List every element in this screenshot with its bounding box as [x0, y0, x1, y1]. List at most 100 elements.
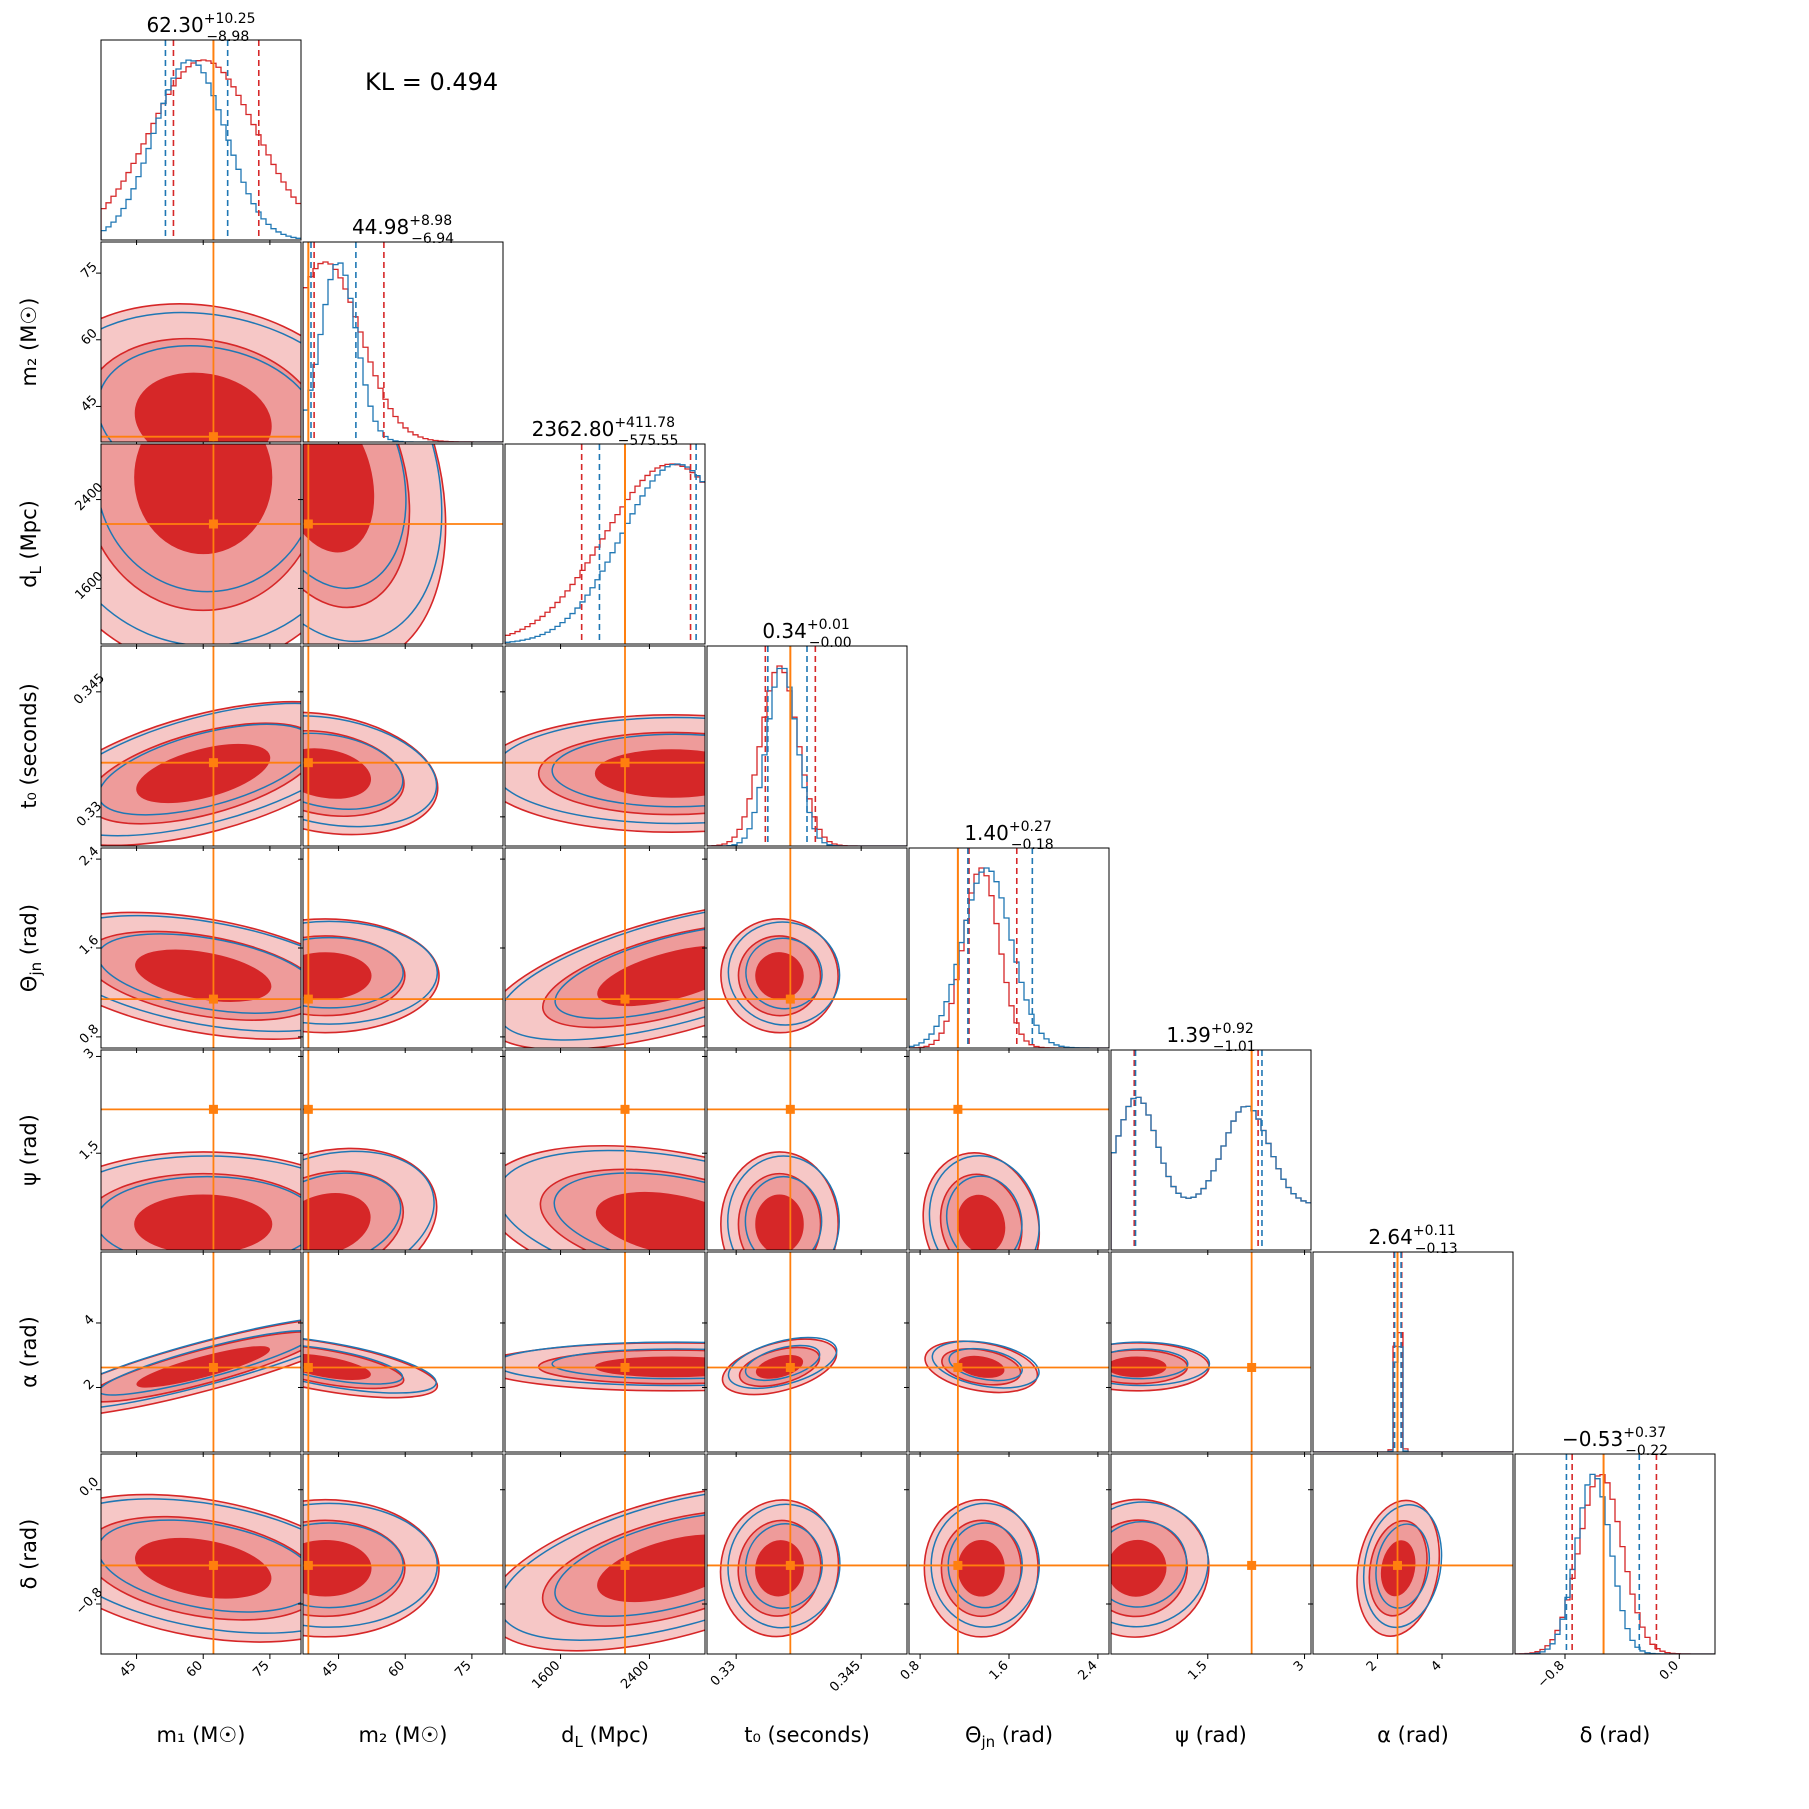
truth-marker: [1393, 1560, 1403, 1570]
contour-panel-theta-alpha: [904, 1251, 1110, 1457]
truth-marker: [953, 1362, 963, 1372]
hist-panel-dL: 2362.80+411.78 −575.55: [504, 415, 706, 649]
contour-blue: [101, 723, 301, 816]
contour-panel-t0-theta: [702, 847, 908, 1053]
y-tick-label: 75: [78, 259, 100, 281]
contour-blue: [303, 732, 404, 810]
contour-inner: [595, 1192, 705, 1250]
hist-panel-m1: 62.30+10.25 −8.98: [100, 11, 302, 245]
contour-inner: [957, 1194, 1006, 1250]
contour-blue: [101, 505, 301, 593]
panel-frame: [100, 1049, 302, 1251]
panel-frame: [100, 39, 302, 241]
x-tick-label: 1.6: [987, 1658, 1012, 1683]
truth-marker: [785, 1362, 795, 1372]
contour-panel-m1-theta: 0.8 1.6 2.4: [77, 844, 302, 1053]
truth-marker: [303, 519, 313, 529]
contour-panel-m2-psi: [298, 1049, 504, 1255]
truth-marker: [303, 1560, 313, 1570]
contour-blue: [551, 1348, 705, 1380]
truth-marker: [303, 1362, 313, 1372]
truth-marker: [620, 758, 630, 768]
truth-marker: [785, 1104, 795, 1114]
panel-frame: [706, 645, 908, 847]
y-tick-label: 0.345: [71, 671, 108, 708]
contour-panel-m2-dL: [298, 443, 504, 649]
truth-marker: [620, 1560, 630, 1570]
y-tick-label: 0.8: [77, 1022, 102, 1047]
contour-inner: [135, 949, 272, 1002]
contour-blue: [505, 902, 705, 1041]
x-tick-label: 2400: [618, 1658, 652, 1692]
contour-blue: [303, 1150, 435, 1250]
contour-blue: [554, 1511, 705, 1618]
contour-inner: [303, 1193, 371, 1250]
hist-panel-alpha: 2.64+0.11 −0.13: [1312, 1223, 1514, 1457]
panel-frame: [302, 1251, 504, 1453]
contour-blue: [303, 1172, 402, 1250]
panel-frame: [706, 1049, 908, 1251]
contour-panel-t0-psi: [702, 1049, 908, 1255]
y-tick-label: 45: [78, 393, 100, 415]
x-axis-label-delta: δ (rad): [1580, 1723, 1651, 1747]
x-tick-label: 2: [1364, 1658, 1380, 1674]
truth-marker: [620, 994, 630, 1004]
contour-panel-m1-t0: 0.33 0.345: [71, 645, 302, 851]
y-tick-label: 1.6: [77, 933, 102, 958]
contour-blue: [744, 1523, 823, 1609]
x-tick-label: 1.5: [1185, 1658, 1210, 1683]
panel-frame: [302, 443, 504, 645]
contour-inner: [303, 444, 375, 553]
x-tick-label: 3: [1291, 1658, 1307, 1674]
panel-frame: [100, 645, 302, 847]
contour-blue: [505, 1487, 705, 1641]
contour-inner: [755, 1540, 804, 1597]
contour-inner: [597, 945, 705, 1007]
histogram-a: [303, 261, 503, 442]
truth-marker: [303, 758, 313, 768]
truth-marker: [208, 1560, 218, 1570]
y-axis-label-m2: m₂ (M☉): [17, 298, 41, 387]
panel-frame: [1312, 1251, 1514, 1453]
contour-inner: [134, 372, 272, 442]
x-tick-label: 60: [184, 1658, 206, 1680]
contour-blue: [727, 1503, 841, 1629]
contour-blue: [1111, 1520, 1188, 1608]
truth-marker: [208, 758, 218, 768]
x-tick-label: 4: [1428, 1658, 1444, 1674]
contour-blue: [744, 1344, 821, 1382]
histogram-a: [505, 463, 705, 644]
contour-blue: [303, 920, 439, 1025]
panel-frame: [100, 1453, 302, 1655]
contour-inner: [957, 1540, 1005, 1597]
y-axis-label-alpha: α (rad): [17, 1316, 41, 1388]
y-tick-label: 4: [81, 1312, 97, 1328]
y-tick-label: 0.0: [77, 1475, 102, 1500]
y-tick-label: 60: [78, 326, 100, 348]
panel-frame: [302, 1049, 504, 1251]
contour-panel-m1-delta: 45 60 75−0.80.0: [73, 1453, 302, 1681]
contour-panel-dL-psi: [500, 1049, 706, 1255]
y-axis-label-theta: Θjn (rad): [17, 904, 45, 992]
panel-frame: [1110, 1251, 1312, 1453]
contour-blue: [553, 1172, 705, 1250]
truth-marker: [785, 994, 795, 1004]
contour-inner: [597, 1534, 705, 1603]
contour-blue: [1111, 1341, 1211, 1387]
truth-marker: [1247, 1560, 1257, 1570]
hist-title-t0: 0.34+0.01 −0.00: [762, 617, 851, 651]
truth-marker: [1247, 1362, 1257, 1372]
contour-blue: [303, 1344, 404, 1385]
contour-blue: [101, 914, 301, 1033]
x-axis-label-m2: m₂ (M☉): [359, 1723, 448, 1747]
hist-title-delta: −0.53+0.37 −0.22: [1562, 1425, 1668, 1459]
panel-frame: [504, 1453, 706, 1655]
contour-blue: [101, 1330, 301, 1396]
contour-blue: [727, 921, 841, 1026]
contour-blue: [1111, 1348, 1189, 1380]
histogram-b: [1111, 1096, 1311, 1250]
contour-blue: [505, 716, 705, 825]
contour-blue: [505, 1341, 705, 1387]
contour-blue: [101, 702, 301, 837]
